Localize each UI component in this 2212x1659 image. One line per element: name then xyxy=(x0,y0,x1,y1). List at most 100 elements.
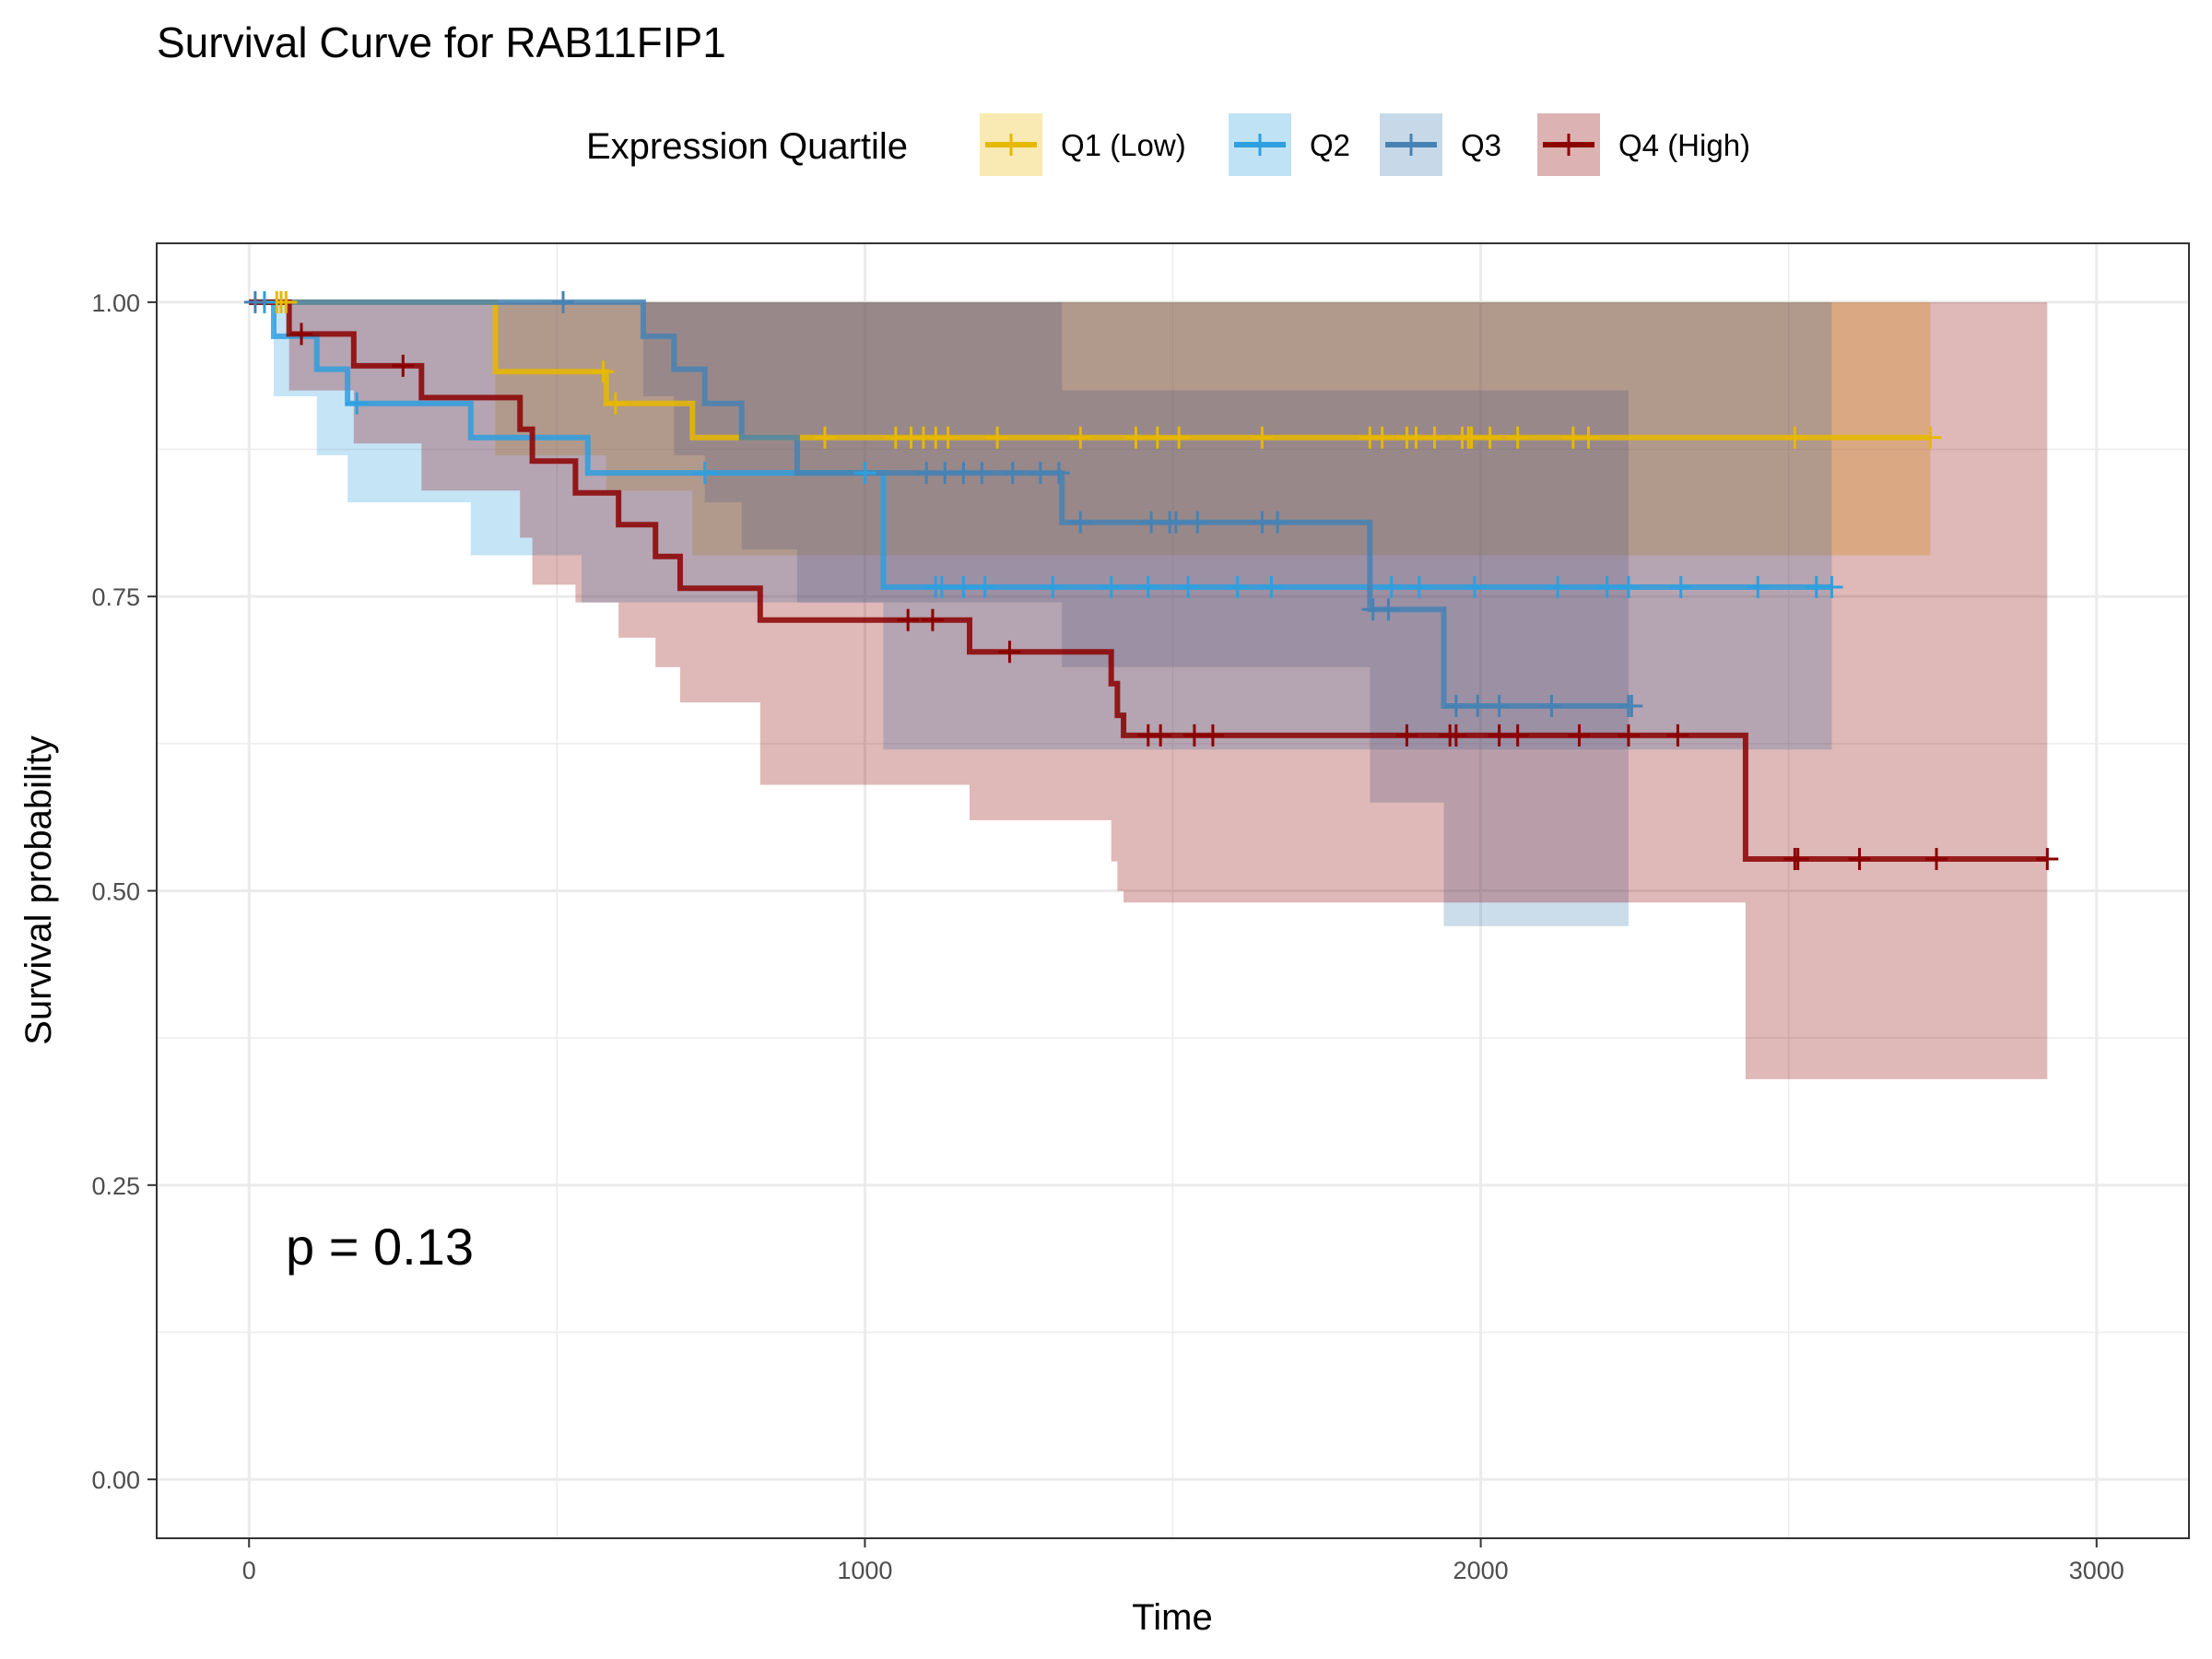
censor-mark-q3 xyxy=(971,462,994,485)
censor-mark-q4-high xyxy=(290,323,313,346)
censor-mark-q2 xyxy=(1177,575,1200,598)
censor-mark-q4-high xyxy=(1786,848,1809,871)
censor-mark-q3 xyxy=(1047,462,1070,485)
censor-mark-q4-high xyxy=(1149,724,1172,747)
censor-mark-q4-high xyxy=(1201,724,1224,747)
censor-mark-q4-high xyxy=(1506,724,1529,747)
censor-mark-q4-high xyxy=(921,608,944,631)
censor-mark-q1-low xyxy=(275,290,298,313)
survival-curves xyxy=(249,299,2048,863)
censor-mark-q4-high xyxy=(1444,724,1467,747)
censor-mark-q4-high xyxy=(1925,848,1948,871)
censor-mark-q2 xyxy=(1100,575,1123,598)
censor-mark-q2 xyxy=(1407,575,1430,598)
censor-mark-q3 xyxy=(1140,511,1163,534)
censor-mark-q3 xyxy=(1186,511,1209,534)
censor-mark-q3 xyxy=(1069,511,1092,534)
y-tick-label: 0.50 xyxy=(91,878,140,906)
censor-mark-q2 xyxy=(1617,575,1640,598)
censor-mark-q4-high xyxy=(1666,724,1689,747)
censor-mark-q3 xyxy=(243,290,266,313)
censor-mark-q2 xyxy=(1041,575,1065,598)
x-axis-title: Time xyxy=(1132,1597,1212,1638)
censor-mark-q3 xyxy=(952,462,975,485)
legend-title: Expression Quartile xyxy=(586,126,908,167)
censor-mark-q1-low xyxy=(813,426,836,449)
censor-mark-q2 xyxy=(346,392,369,415)
censor-mark-q3 xyxy=(1029,462,1052,485)
x-tick-label: 3000 xyxy=(2069,1557,2124,1584)
chart-title: Survival Curve for RAB11FIP1 xyxy=(157,18,726,66)
y-tick-label: 0.75 xyxy=(91,583,140,611)
censor-mark-q2 xyxy=(693,462,716,485)
ci-band-q3 xyxy=(249,301,1629,926)
censor-mark-q3 xyxy=(1444,694,1467,717)
censor-mark-q2 xyxy=(930,575,953,598)
censor-mark-q4-high xyxy=(1568,724,1591,747)
censor-mark-q2 xyxy=(1380,575,1403,598)
censor-mark-q4-high xyxy=(1617,724,1640,747)
censor-mark-q1-low xyxy=(1146,426,1169,449)
plot-area: p = 0.13 xyxy=(156,242,2190,1539)
censor-mark-q4-high xyxy=(1488,724,1511,747)
censor-mark-q2 xyxy=(1463,575,1486,598)
legend: Expression Quartile Q1 (Low) Q2 Q3 Q4 (High… xyxy=(586,113,1750,176)
censor-mark-q3 xyxy=(1466,694,1489,717)
censor-mark-q3 xyxy=(934,462,957,485)
censor-mark-q3 xyxy=(1540,694,1563,717)
x-tick-label: 1000 xyxy=(837,1557,892,1584)
censor-mark-q2 xyxy=(952,575,975,598)
censor-mark-q2 xyxy=(1820,575,1843,598)
censor-mark-q2 xyxy=(1747,575,1770,598)
censor-mark-q1-low xyxy=(1251,426,1274,449)
y-tick-label: 0.00 xyxy=(91,1466,140,1494)
y-tick-label: 1.00 xyxy=(91,289,140,317)
y-tick-label: 0.25 xyxy=(91,1172,140,1200)
censor-mark-q1-low xyxy=(1069,426,1092,449)
censor-mark-q2 xyxy=(1136,575,1159,598)
censor-mark-q3 xyxy=(915,462,938,485)
legend-label: Q3 xyxy=(1461,128,1501,162)
censor-mark-q4-high xyxy=(2036,848,2059,871)
censor-mark-q3 xyxy=(1377,598,1400,621)
censor-mark-q3 xyxy=(552,290,574,313)
censor-mark-q2 xyxy=(1260,575,1283,598)
censor-mark-q1-low xyxy=(986,426,1009,449)
censor-mark-q1-low xyxy=(1478,426,1501,449)
censor-mark-q4-high xyxy=(1182,724,1206,747)
survival-curve-q4-high xyxy=(249,299,2048,863)
censor-mark-q2 xyxy=(1595,575,1618,598)
censor-mark-q3 xyxy=(1266,511,1289,534)
confidence-bands xyxy=(249,301,2048,1079)
y-axis-title: Survival probability xyxy=(18,735,59,1045)
legend-item-q1-low: Q1 (Low) xyxy=(980,113,1186,176)
censor-mark-q2 xyxy=(1669,575,1692,598)
censor-marks xyxy=(243,290,2059,871)
censor-mark-q3 xyxy=(1620,694,1643,717)
censor-mark-q1-low xyxy=(1919,426,1942,449)
legend-label: Q1 (Low) xyxy=(1061,128,1186,162)
censor-mark-q1-low xyxy=(1506,426,1529,449)
censor-mark-q1-low xyxy=(936,426,959,449)
censor-mark-q2 xyxy=(853,462,877,485)
censor-mark-q1-low xyxy=(1168,426,1191,449)
censor-mark-q3 xyxy=(1488,694,1511,717)
censor-mark-q1-low xyxy=(592,360,615,383)
censor-mark-q4-high xyxy=(1848,848,1871,871)
ci-band-q1-low xyxy=(249,301,1931,556)
ci-band-q4-high xyxy=(249,301,2048,1079)
censor-mark-q1-low xyxy=(1460,426,1483,449)
grid-lines xyxy=(157,243,2189,1538)
legend-item-q4-high: Q4 (High) xyxy=(1537,113,1750,176)
legend-item-q2: Q2 xyxy=(1229,113,1350,176)
censor-mark-q2 xyxy=(1547,575,1570,598)
censor-mark-q4-high xyxy=(1395,724,1418,747)
axes: 0 1000 2000 3000 0.00 0.25 0.50 0.75 1.00 xyxy=(91,289,2124,1584)
censor-mark-q4-high xyxy=(392,354,415,377)
censor-mark-q3 xyxy=(1001,462,1024,485)
ci-band-q2 xyxy=(249,301,1832,750)
censor-mark-q1-low xyxy=(604,392,627,415)
censor-mark-q1-low xyxy=(1124,426,1147,449)
censor-mark-q2 xyxy=(1226,575,1249,598)
